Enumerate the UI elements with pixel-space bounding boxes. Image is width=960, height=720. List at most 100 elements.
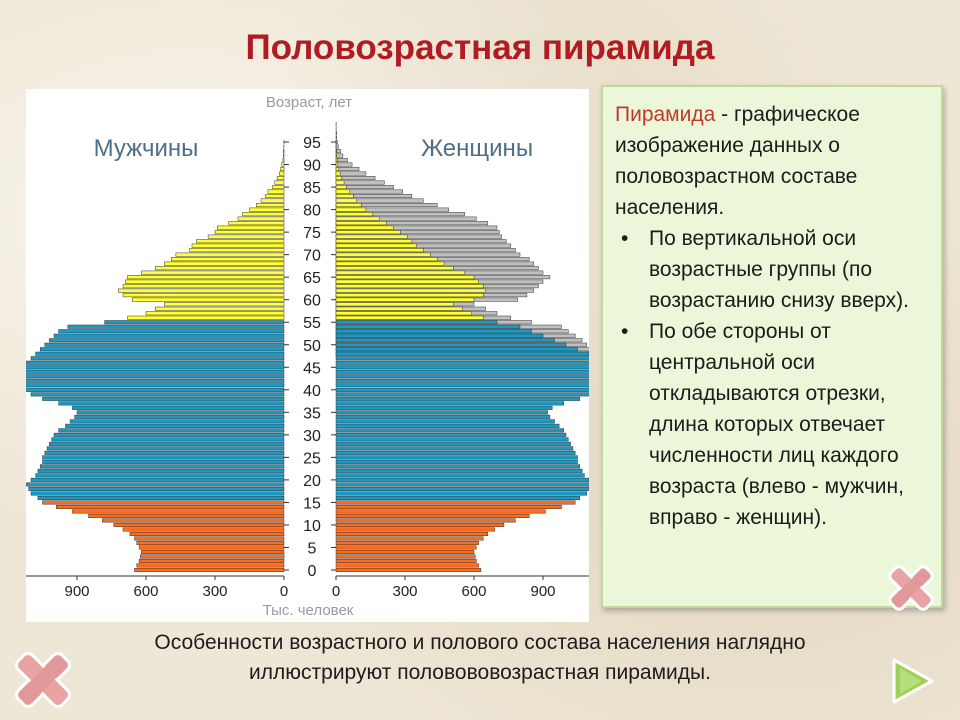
x-tick-label: 600: [133, 583, 158, 600]
female-bar: [335, 401, 564, 406]
next-arrow-icon[interactable]: [890, 656, 936, 706]
male-bar: [72, 405, 285, 410]
age-tick-label: 45: [303, 360, 321, 377]
caption-line-2: иллюстрируют половововозрастная пирамиды…: [249, 661, 711, 684]
age-tick-label: 25: [303, 450, 321, 467]
age-tick-label: 50: [303, 338, 321, 355]
female-bar: [335, 477, 589, 482]
female-bar: [335, 545, 477, 550]
male-bar: [138, 558, 285, 563]
male-bar: [26, 360, 285, 365]
female-bar: [335, 194, 354, 199]
female-bar: [335, 549, 475, 554]
female-bar: [335, 423, 560, 428]
female-bar: [335, 410, 548, 415]
female-bar: [335, 446, 574, 451]
male-bar: [129, 531, 285, 536]
female-bar: [335, 275, 475, 280]
male-bar: [49, 338, 285, 343]
female-bar: [335, 396, 581, 401]
male-bar: [53, 333, 285, 338]
male-bar: [214, 230, 285, 235]
age-tick-label: 30: [303, 428, 321, 445]
male-bar: [30, 491, 285, 496]
female-bar: [335, 212, 374, 217]
female-bar: [335, 405, 553, 410]
male-bar: [141, 549, 285, 554]
male-bar: [125, 279, 285, 284]
male-bar: [72, 509, 285, 514]
male-bar: [30, 356, 285, 361]
male-bar: [42, 396, 285, 401]
female-bar: [335, 518, 516, 523]
male-bar: [145, 311, 285, 316]
male-bar: [283, 149, 285, 154]
female-bar: [335, 225, 394, 230]
bullet-text: По вертикальной оси возрастные группы (п…: [649, 227, 909, 312]
female-bar: [335, 176, 343, 181]
male-bar: [127, 275, 285, 280]
female-bar: [335, 450, 576, 455]
male-bar: [39, 464, 285, 469]
definition-term: Пирамида: [615, 103, 716, 126]
female-bar: [335, 374, 589, 379]
female-bar: [335, 347, 578, 352]
female-bar: [335, 284, 484, 289]
female-bar: [335, 504, 562, 509]
female-bar: [335, 221, 387, 226]
age-tick-label: 0: [308, 563, 317, 580]
bullet-item: • По обе стороны от центральной оси откла…: [615, 316, 929, 533]
female-bar: [335, 257, 438, 262]
female-bar: [335, 441, 571, 446]
female-bar: [335, 189, 351, 194]
female-bar: [335, 500, 576, 505]
female-bar: [335, 216, 380, 221]
male-bar: [164, 302, 285, 307]
female-bar: [335, 558, 477, 563]
male-bar: [56, 504, 285, 509]
female-bar: [335, 563, 479, 568]
female-bar: [335, 531, 489, 536]
female-bar: [335, 153, 337, 158]
male-bar: [30, 477, 285, 482]
male-bar: [104, 320, 285, 325]
male-bar: [274, 180, 285, 185]
male-bars: [26, 140, 285, 573]
pyramid-svg: 0510152025303540455055606570758085909515…: [26, 94, 589, 619]
female-bar: [335, 252, 431, 257]
close-x-icon[interactable]: [10, 647, 76, 713]
male-bar: [189, 248, 285, 253]
definition-paragraph: Пирамида - графическое изображение данны…: [615, 99, 929, 223]
female-bar: [335, 162, 339, 167]
caption-line-1: Особенности возрастного и полового соста…: [154, 631, 806, 654]
male-bar: [141, 270, 285, 275]
male-bar: [26, 387, 285, 392]
close-x-icon[interactable]: [884, 561, 938, 615]
male-bar: [131, 297, 285, 302]
female-bar: [335, 392, 589, 397]
female-bar: [335, 459, 578, 464]
female-bar: [335, 234, 408, 239]
female-bar: [335, 522, 505, 527]
male-bar: [127, 315, 285, 320]
age-tick-label: 60: [303, 293, 321, 310]
male-bar: [171, 257, 285, 262]
male-bar: [283, 153, 285, 158]
male-bar: [256, 203, 285, 208]
age-tick-label: 15: [303, 495, 321, 512]
male-bar: [102, 518, 285, 523]
male-bar: [58, 428, 285, 433]
female-bar: [335, 302, 454, 307]
female-bar: [335, 342, 567, 347]
male-bar: [122, 527, 285, 532]
male-bar: [249, 207, 285, 212]
male-bar: [154, 266, 285, 271]
female-bar: [335, 491, 587, 496]
male-bar: [134, 536, 285, 541]
definition-text: - графическое изображение данных о полов…: [615, 103, 860, 219]
male-bar: [51, 437, 285, 442]
female-bar: [335, 158, 338, 163]
male-bar: [276, 176, 285, 181]
female-label: Женщины: [421, 135, 533, 162]
female-bar: [335, 568, 482, 573]
